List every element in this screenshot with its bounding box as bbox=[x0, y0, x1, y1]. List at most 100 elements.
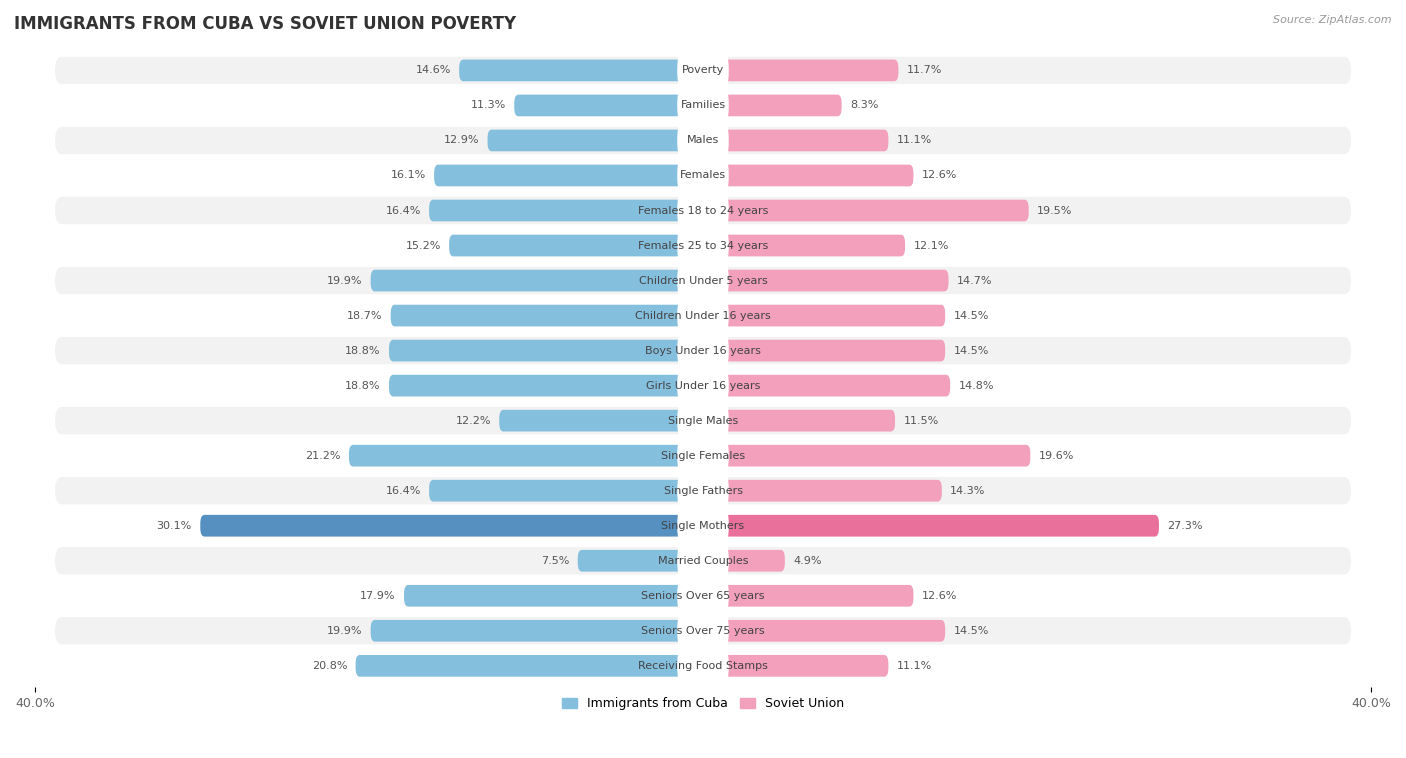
FancyBboxPatch shape bbox=[703, 550, 785, 572]
FancyBboxPatch shape bbox=[349, 445, 703, 466]
FancyBboxPatch shape bbox=[703, 374, 950, 396]
Text: Males: Males bbox=[688, 136, 718, 146]
Text: Married Couples: Married Couples bbox=[658, 556, 748, 565]
FancyBboxPatch shape bbox=[703, 515, 1159, 537]
Circle shape bbox=[678, 123, 728, 228]
FancyBboxPatch shape bbox=[356, 655, 703, 677]
Text: Females: Females bbox=[681, 171, 725, 180]
Circle shape bbox=[678, 543, 728, 648]
Circle shape bbox=[678, 578, 728, 683]
Text: 14.6%: 14.6% bbox=[415, 65, 451, 75]
FancyBboxPatch shape bbox=[578, 550, 703, 572]
FancyBboxPatch shape bbox=[55, 57, 1351, 84]
FancyBboxPatch shape bbox=[55, 477, 1351, 504]
Text: Children Under 16 years: Children Under 16 years bbox=[636, 311, 770, 321]
FancyBboxPatch shape bbox=[55, 127, 1351, 154]
FancyBboxPatch shape bbox=[703, 340, 945, 362]
FancyBboxPatch shape bbox=[703, 164, 914, 186]
Text: 19.6%: 19.6% bbox=[1039, 451, 1074, 461]
FancyBboxPatch shape bbox=[55, 372, 1351, 399]
Text: 11.7%: 11.7% bbox=[907, 65, 942, 75]
Circle shape bbox=[678, 403, 728, 508]
Text: 8.3%: 8.3% bbox=[851, 101, 879, 111]
Legend: Immigrants from Cuba, Soviet Union: Immigrants from Cuba, Soviet Union bbox=[557, 693, 849, 716]
Text: Boys Under 16 years: Boys Under 16 years bbox=[645, 346, 761, 356]
FancyBboxPatch shape bbox=[55, 267, 1351, 294]
Circle shape bbox=[678, 228, 728, 333]
Circle shape bbox=[678, 438, 728, 543]
Text: Source: ZipAtlas.com: Source: ZipAtlas.com bbox=[1274, 15, 1392, 25]
FancyBboxPatch shape bbox=[55, 302, 1351, 329]
Text: Families: Families bbox=[681, 101, 725, 111]
Text: 11.1%: 11.1% bbox=[897, 661, 932, 671]
FancyBboxPatch shape bbox=[429, 199, 703, 221]
Text: 14.5%: 14.5% bbox=[953, 346, 988, 356]
FancyBboxPatch shape bbox=[404, 585, 703, 606]
Circle shape bbox=[678, 298, 728, 403]
FancyBboxPatch shape bbox=[703, 60, 898, 81]
Text: Seniors Over 65 years: Seniors Over 65 years bbox=[641, 590, 765, 601]
FancyBboxPatch shape bbox=[703, 585, 914, 606]
Text: Poverty: Poverty bbox=[682, 65, 724, 75]
Circle shape bbox=[678, 158, 728, 263]
FancyBboxPatch shape bbox=[429, 480, 703, 502]
Text: Single Females: Single Females bbox=[661, 451, 745, 461]
FancyBboxPatch shape bbox=[55, 407, 1351, 434]
FancyBboxPatch shape bbox=[55, 197, 1351, 224]
FancyBboxPatch shape bbox=[55, 652, 1351, 679]
Text: 14.5%: 14.5% bbox=[953, 311, 988, 321]
Text: 14.8%: 14.8% bbox=[959, 381, 994, 390]
Text: 18.8%: 18.8% bbox=[344, 381, 381, 390]
Circle shape bbox=[678, 368, 728, 473]
FancyBboxPatch shape bbox=[389, 374, 703, 396]
Text: Seniors Over 75 years: Seniors Over 75 years bbox=[641, 626, 765, 636]
Text: 12.1%: 12.1% bbox=[914, 240, 949, 251]
FancyBboxPatch shape bbox=[703, 235, 905, 256]
Text: Girls Under 16 years: Girls Under 16 years bbox=[645, 381, 761, 390]
FancyBboxPatch shape bbox=[434, 164, 703, 186]
Circle shape bbox=[678, 508, 728, 613]
FancyBboxPatch shape bbox=[55, 161, 1351, 190]
FancyBboxPatch shape bbox=[703, 270, 949, 291]
FancyBboxPatch shape bbox=[703, 620, 945, 642]
FancyBboxPatch shape bbox=[55, 337, 1351, 365]
Text: 20.8%: 20.8% bbox=[312, 661, 347, 671]
Text: Single Fathers: Single Fathers bbox=[664, 486, 742, 496]
Text: 15.2%: 15.2% bbox=[405, 240, 441, 251]
Text: 14.5%: 14.5% bbox=[953, 626, 988, 636]
FancyBboxPatch shape bbox=[55, 582, 1351, 609]
FancyBboxPatch shape bbox=[703, 480, 942, 502]
FancyBboxPatch shape bbox=[703, 305, 945, 327]
Text: Single Males: Single Males bbox=[668, 415, 738, 426]
Text: 19.5%: 19.5% bbox=[1038, 205, 1073, 215]
Text: 4.9%: 4.9% bbox=[793, 556, 821, 565]
FancyBboxPatch shape bbox=[488, 130, 703, 152]
Circle shape bbox=[678, 473, 728, 578]
FancyBboxPatch shape bbox=[55, 92, 1351, 119]
Text: Females 18 to 24 years: Females 18 to 24 years bbox=[638, 205, 768, 215]
Circle shape bbox=[678, 88, 728, 193]
Text: 30.1%: 30.1% bbox=[156, 521, 193, 531]
FancyBboxPatch shape bbox=[55, 442, 1351, 469]
Text: 11.5%: 11.5% bbox=[904, 415, 939, 426]
FancyBboxPatch shape bbox=[703, 655, 889, 677]
FancyBboxPatch shape bbox=[703, 95, 842, 116]
Text: 7.5%: 7.5% bbox=[541, 556, 569, 565]
Text: 16.1%: 16.1% bbox=[391, 171, 426, 180]
Text: 18.7%: 18.7% bbox=[347, 311, 382, 321]
Text: Females 25 to 34 years: Females 25 to 34 years bbox=[638, 240, 768, 251]
Text: IMMIGRANTS FROM CUBA VS SOVIET UNION POVERTY: IMMIGRANTS FROM CUBA VS SOVIET UNION POV… bbox=[14, 15, 516, 33]
FancyBboxPatch shape bbox=[499, 410, 703, 431]
FancyBboxPatch shape bbox=[371, 620, 703, 642]
FancyBboxPatch shape bbox=[55, 232, 1351, 259]
FancyBboxPatch shape bbox=[55, 547, 1351, 575]
FancyBboxPatch shape bbox=[460, 60, 703, 81]
Text: 18.8%: 18.8% bbox=[344, 346, 381, 356]
FancyBboxPatch shape bbox=[55, 512, 1351, 540]
Text: 12.6%: 12.6% bbox=[922, 590, 957, 601]
FancyBboxPatch shape bbox=[391, 305, 703, 327]
Circle shape bbox=[678, 263, 728, 368]
Text: Children Under 5 years: Children Under 5 years bbox=[638, 276, 768, 286]
Text: 21.2%: 21.2% bbox=[305, 451, 340, 461]
Text: 12.2%: 12.2% bbox=[456, 415, 491, 426]
